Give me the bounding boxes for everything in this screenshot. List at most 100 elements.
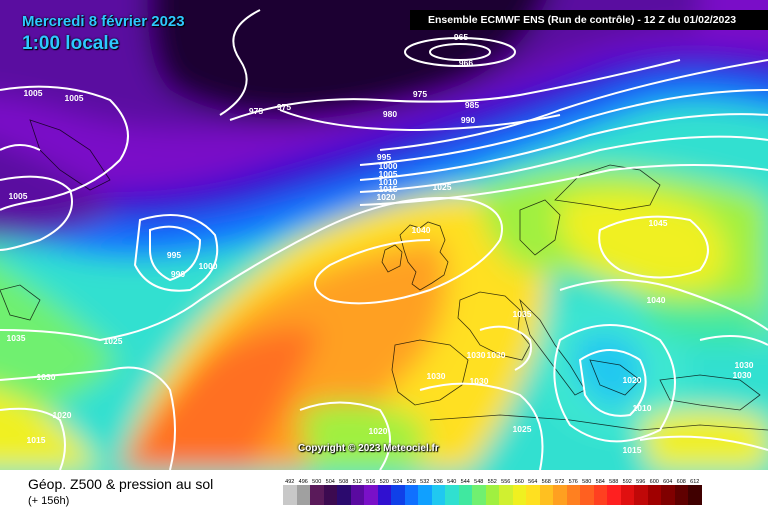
legend-bar: Géop. Z500 & pression au sol (+ 156h) 49… (0, 470, 768, 512)
isobar-label: 1020 (53, 410, 72, 420)
scale-swatch (634, 485, 648, 505)
isobar-labels: 965 966 975 975 975 980 985 990 995 1000… (7, 32, 754, 455)
scale-value: 556 (501, 479, 511, 485)
isobar-label: 1005 (9, 191, 28, 201)
isobar-label: 1030 (427, 371, 446, 381)
isobar-label: 985 (465, 100, 479, 110)
isobar-label: 995 (377, 152, 391, 162)
isobar-label: 1005 (379, 169, 398, 179)
scale-value: 604 (663, 479, 673, 485)
scale-value: 512 (352, 479, 362, 485)
map-canvas: 965 966 975 975 975 980 985 990 995 1000… (0, 0, 768, 470)
scale-swatch (377, 485, 391, 505)
isobars (0, 9, 768, 470)
scale-swatch (526, 485, 540, 505)
scale-swatch (323, 485, 337, 505)
scale-value: 608 (676, 479, 686, 485)
color-scale-labels: 492 496 500 504 508 512 516 520 524 528 532 536 540 5… (283, 479, 702, 485)
scale-value: 524 (393, 479, 403, 485)
scale-swatch (674, 485, 688, 505)
scale-swatch (337, 485, 351, 505)
scale-value: 560 (514, 479, 524, 485)
scale-value: 500 (312, 479, 322, 485)
color-scale: 492 496 500 504 508 512 516 520 524 528 532 536 540 5… (283, 479, 702, 505)
isobar-label: 1000 (379, 161, 398, 171)
scale-swatch (661, 485, 675, 505)
scale-swatch (566, 485, 580, 505)
isobar-label: 1030 (467, 350, 486, 360)
scale-swatch (458, 485, 472, 505)
scale-swatch (512, 485, 526, 505)
isobar-label: 1025 (433, 182, 452, 192)
scale-value: 584 (595, 479, 605, 485)
isobar-label: 1015 (27, 435, 46, 445)
isobar-label: 1030 (470, 376, 489, 386)
scale-value: 596 (636, 479, 646, 485)
forecast-local-time: 1:00 locale (22, 33, 120, 54)
scale-value: 508 (339, 479, 349, 485)
scale-swatch (593, 485, 607, 505)
scale-value: 544 (460, 479, 470, 485)
scale-swatch (485, 485, 499, 505)
scale-swatch (404, 485, 418, 505)
isobar-label: 965 (454, 32, 468, 42)
isobar-label: 1035 (7, 333, 26, 343)
scale-value: 548 (474, 479, 484, 485)
isobar-label: 1030 (37, 372, 56, 382)
isobar-label: 1000 (199, 261, 218, 271)
isobar-label: 966 (459, 58, 473, 68)
scale-value: 492 (285, 479, 295, 485)
geopotential-field (0, 0, 768, 470)
scale-swatch (553, 485, 567, 505)
scale-swatch (688, 485, 702, 505)
scale-swatch (418, 485, 432, 505)
scale-value: 504 (325, 479, 335, 485)
scale-swatch (607, 485, 621, 505)
isobar-label: 1005 (24, 88, 43, 98)
isobar-label: 1045 (649, 218, 668, 228)
isobar-label: 1005 (65, 93, 84, 103)
scale-value: 540 (447, 479, 457, 485)
isobar-label: 990 (461, 115, 475, 125)
isobar-label: 1020 (377, 192, 396, 202)
scale-swatch (283, 485, 297, 505)
isobar-label: 1025 (104, 336, 123, 346)
isobar-label: 1015 (623, 445, 642, 455)
scale-swatch (472, 485, 486, 505)
scale-swatch (296, 485, 310, 505)
scale-value: 496 (298, 479, 308, 485)
forecast-hour: (+ 156h) (28, 495, 70, 507)
scale-swatch (364, 485, 378, 505)
scale-value: 528 (406, 479, 416, 485)
scale-swatch (499, 485, 513, 505)
copyright-notice: Copyright © 2023 Meteociel.fr (298, 443, 439, 454)
isobar-label: 990 (171, 269, 185, 279)
scale-swatch (350, 485, 364, 505)
scale-value: 516 (366, 479, 376, 485)
isobar-label: 1035 (513, 309, 532, 319)
scale-swatch (539, 485, 553, 505)
scale-value: 612 (690, 479, 700, 485)
coastlines (0, 119, 768, 431)
color-scale-swatches (283, 485, 702, 505)
isobar-label: 1025 (513, 424, 532, 434)
scale-value: 580 (582, 479, 592, 485)
isobar-label: 1030 (735, 360, 754, 370)
forecast-map: 965 966 975 975 975 980 985 990 995 1000… (0, 0, 768, 470)
scale-swatch (647, 485, 661, 505)
scale-value: 536 (433, 479, 443, 485)
scale-swatch (620, 485, 634, 505)
scale-value: 592 (622, 479, 632, 485)
scale-swatch (310, 485, 324, 505)
scale-value: 564 (528, 479, 538, 485)
scale-swatch (431, 485, 445, 505)
scale-value: 572 (555, 479, 565, 485)
model-run-info: Ensemble ECMWF ENS (Run de contrôle) - 1… (410, 10, 768, 30)
scale-value: 568 (541, 479, 551, 485)
isobar-label: 995 (167, 250, 181, 260)
isobar-label: 1020 (623, 375, 642, 385)
isobar-label: 1030 (733, 370, 752, 380)
scale-value: 576 (568, 479, 578, 485)
isobar-label: 1020 (369, 426, 388, 436)
isobar-label: 980 (383, 109, 397, 119)
